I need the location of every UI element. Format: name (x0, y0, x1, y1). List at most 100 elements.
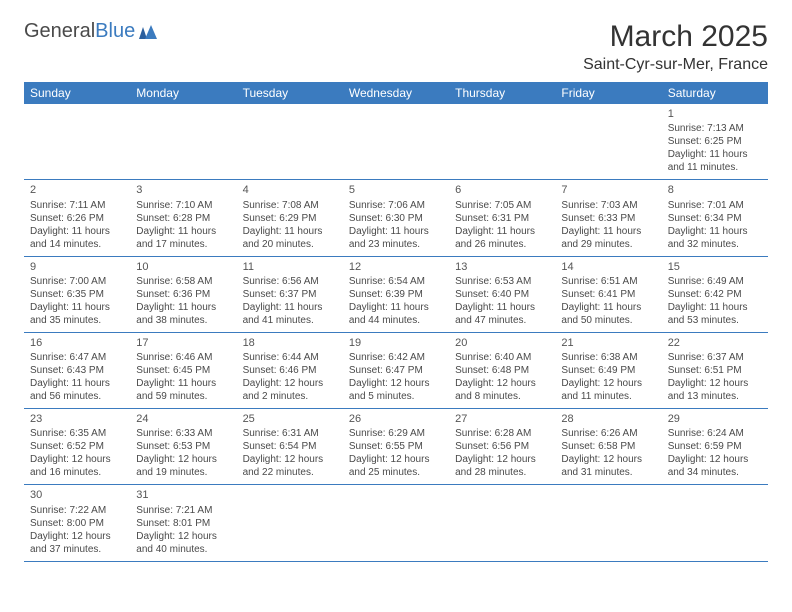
calendar-day: 23Sunrise: 6:35 AMSunset: 6:52 PMDayligh… (24, 409, 130, 485)
calendar-empty (130, 104, 236, 180)
sunrise-line: Sunrise: 6:44 AM (243, 351, 337, 364)
calendar-day: 15Sunrise: 6:49 AMSunset: 6:42 PMDayligh… (662, 256, 768, 332)
daylight-line2: and 31 minutes. (561, 466, 655, 479)
day-header: Saturday (662, 82, 768, 104)
sunrise-line: Sunrise: 7:03 AM (561, 199, 655, 212)
logo-text-general: General (24, 20, 95, 43)
daylight-line2: and 56 minutes. (30, 390, 124, 403)
daylight-line: Daylight: 12 hours (136, 530, 230, 543)
daylight-line2: and 20 minutes. (243, 238, 337, 251)
sunset-line: Sunset: 6:34 PM (668, 212, 762, 225)
sunset-line: Sunset: 6:42 PM (668, 288, 762, 301)
calendar-day: 29Sunrise: 6:24 AMSunset: 6:59 PMDayligh… (662, 409, 768, 485)
sunrise-line: Sunrise: 6:58 AM (136, 275, 230, 288)
day-header-row: SundayMondayTuesdayWednesdayThursdayFrid… (24, 82, 768, 104)
calendar-week: 1Sunrise: 7:13 AMSunset: 6:25 PMDaylight… (24, 104, 768, 180)
sunrise-line: Sunrise: 6:28 AM (455, 427, 549, 440)
daylight-line2: and 40 minutes. (136, 543, 230, 556)
calendar-day: 10Sunrise: 6:58 AMSunset: 6:36 PMDayligh… (130, 256, 236, 332)
daylight-line2: and 59 minutes. (136, 390, 230, 403)
day-number: 10 (136, 260, 230, 274)
daylight-line: Daylight: 12 hours (668, 453, 762, 466)
sunrise-line: Sunrise: 6:29 AM (349, 427, 443, 440)
sunrise-line: Sunrise: 6:49 AM (668, 275, 762, 288)
day-number: 15 (668, 260, 762, 274)
daylight-line: Daylight: 11 hours (243, 225, 337, 238)
sunrise-line: Sunrise: 6:24 AM (668, 427, 762, 440)
sunrise-line: Sunrise: 7:13 AM (668, 122, 762, 135)
sunset-line: Sunset: 6:25 PM (668, 135, 762, 148)
sunset-line: Sunset: 6:33 PM (561, 212, 655, 225)
sunrise-line: Sunrise: 6:56 AM (243, 275, 337, 288)
sunset-line: Sunset: 6:52 PM (30, 440, 124, 453)
daylight-line: Daylight: 11 hours (136, 377, 230, 390)
day-number: 13 (455, 260, 549, 274)
day-header: Monday (130, 82, 236, 104)
calendar-empty (449, 485, 555, 561)
day-number: 2 (30, 183, 124, 197)
daylight-line2: and 41 minutes. (243, 314, 337, 327)
calendar-empty (555, 485, 661, 561)
calendar-empty (449, 104, 555, 180)
daylight-line: Daylight: 11 hours (561, 301, 655, 314)
sunset-line: Sunset: 6:26 PM (30, 212, 124, 225)
daylight-line: Daylight: 12 hours (455, 453, 549, 466)
day-number: 7 (561, 183, 655, 197)
day-number: 6 (455, 183, 549, 197)
calendar-day: 16Sunrise: 6:47 AMSunset: 6:43 PMDayligh… (24, 332, 130, 408)
daylight-line: Daylight: 12 hours (243, 377, 337, 390)
daylight-line2: and 35 minutes. (30, 314, 124, 327)
sunset-line: Sunset: 6:45 PM (136, 364, 230, 377)
calendar-day: 27Sunrise: 6:28 AMSunset: 6:56 PMDayligh… (449, 409, 555, 485)
daylight-line: Daylight: 12 hours (243, 453, 337, 466)
sunrise-line: Sunrise: 7:00 AM (30, 275, 124, 288)
daylight-line2: and 22 minutes. (243, 466, 337, 479)
sunrise-line: Sunrise: 7:22 AM (30, 504, 124, 517)
day-number: 18 (243, 336, 337, 350)
daylight-line: Daylight: 11 hours (349, 301, 443, 314)
daylight-line2: and 47 minutes. (455, 314, 549, 327)
calendar-empty (237, 104, 343, 180)
daylight-line2: and 11 minutes. (668, 161, 762, 174)
daylight-line: Daylight: 11 hours (349, 225, 443, 238)
day-number: 19 (349, 336, 443, 350)
sunrise-line: Sunrise: 6:46 AM (136, 351, 230, 364)
day-header: Sunday (24, 82, 130, 104)
flag-icon (139, 24, 159, 40)
day-header: Thursday (449, 82, 555, 104)
calendar-body: 1Sunrise: 7:13 AMSunset: 6:25 PM Daylight… (24, 104, 768, 561)
header: GeneralBlue March 2025 Saint-Cyr-sur-Mer… (24, 20, 768, 74)
calendar-empty (237, 485, 343, 561)
day-number: 12 (349, 260, 443, 274)
day-number: 25 (243, 412, 337, 426)
sunset-line: Sunset: 8:00 PM (30, 517, 124, 530)
calendar-day: 17Sunrise: 6:46 AMSunset: 6:45 PMDayligh… (130, 332, 236, 408)
daylight-line: Daylight: 11 hours (30, 225, 124, 238)
day-number: 23 (30, 412, 124, 426)
day-number: 29 (668, 412, 762, 426)
title-block: March 2025 Saint-Cyr-sur-Mer, France (583, 20, 768, 74)
calendar-day: 26Sunrise: 6:29 AMSunset: 6:55 PMDayligh… (343, 409, 449, 485)
sunrise-line: Sunrise: 6:35 AM (30, 427, 124, 440)
calendar-week: 2Sunrise: 7:11 AMSunset: 6:26 PMDaylight… (24, 180, 768, 256)
daylight-line: Daylight: 12 hours (136, 453, 230, 466)
calendar-day: 12Sunrise: 6:54 AMSunset: 6:39 PMDayligh… (343, 256, 449, 332)
calendar-empty (343, 104, 449, 180)
sunset-line: Sunset: 6:30 PM (349, 212, 443, 225)
daylight-line: Daylight: 12 hours (349, 377, 443, 390)
day-number: 8 (668, 183, 762, 197)
calendar-empty (24, 104, 130, 180)
daylight-line: Daylight: 11 hours (243, 301, 337, 314)
sunset-line: Sunset: 6:48 PM (455, 364, 549, 377)
sunset-line: Sunset: 6:41 PM (561, 288, 655, 301)
day-number: 1 (668, 107, 762, 121)
daylight-line2: and 37 minutes. (30, 543, 124, 556)
daylight-line: Daylight: 12 hours (30, 530, 124, 543)
sunrise-line: Sunrise: 6:33 AM (136, 427, 230, 440)
sunrise-line: Sunrise: 7:08 AM (243, 199, 337, 212)
daylight-line: Daylight: 11 hours (668, 225, 762, 238)
sunrise-line: Sunrise: 6:26 AM (561, 427, 655, 440)
day-number: 3 (136, 183, 230, 197)
daylight-line: Daylight: 11 hours (136, 225, 230, 238)
daylight-line2: and 28 minutes. (455, 466, 549, 479)
